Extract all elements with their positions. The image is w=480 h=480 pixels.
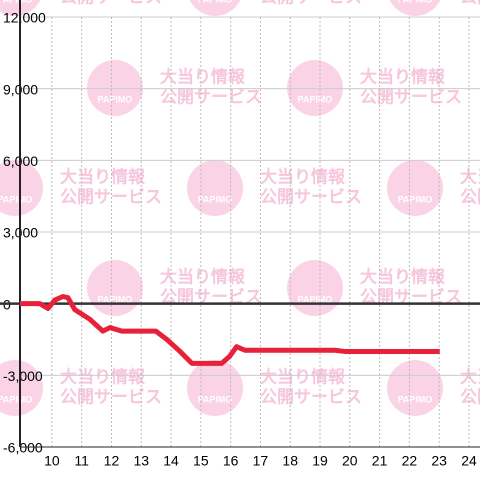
watermark-logo <box>0 360 43 416</box>
watermark-text: 大当り情報 <box>60 366 146 386</box>
x-tick-label: 11 <box>74 453 89 469</box>
watermark-logo-text: PAPIMO <box>198 0 233 4</box>
x-tick-label: 15 <box>193 453 209 469</box>
watermark-logo-text: PAPIMO <box>98 294 133 304</box>
watermark-text: 公開サービス <box>160 87 262 106</box>
watermark-logo <box>287 60 343 116</box>
x-tick-label: 23 <box>431 453 447 469</box>
watermark-text: 公開サービス <box>460 187 480 206</box>
watermark-logo-text: PAPIMO <box>398 0 433 4</box>
watermark-text: 公開サービス <box>60 187 162 206</box>
watermark-logo-text: PAPIMO <box>198 194 233 204</box>
watermark-text: 公開サービス <box>260 187 362 206</box>
x-tick-label: 24 <box>461 453 477 469</box>
watermark-text: 大当り情報 <box>360 66 446 86</box>
watermark-text: 大当り情報 <box>160 266 246 286</box>
watermark-logo-text: PAPIMO <box>0 194 32 204</box>
x-tick-label: 19 <box>312 453 328 469</box>
watermark-logo <box>187 360 243 416</box>
watermark-logo <box>287 260 343 316</box>
watermark-text: 公開サービス <box>360 287 462 306</box>
watermark-text: 公開サービス <box>260 387 362 406</box>
x-tick-label: 17 <box>253 453 269 469</box>
data-line <box>20 294 440 366</box>
watermark-logo-text: PAPIMO <box>298 294 333 304</box>
y-tick-label: 12,000 <box>3 10 46 26</box>
watermark-text: 公開サービス <box>460 0 480 6</box>
watermark-text: 大当り情報 <box>260 366 346 386</box>
x-tick-label: 21 <box>372 453 388 469</box>
x-tick-label: 12 <box>104 453 120 469</box>
y-tick-label: -6,000 <box>3 440 43 456</box>
watermark-text: 大当り情報 <box>260 166 346 186</box>
watermark-logo <box>387 160 443 216</box>
watermark-logo-text: PAPIMO <box>98 94 133 104</box>
x-tick-label: 20 <box>342 453 358 469</box>
watermark-logo-text: PAPIMO <box>298 94 333 104</box>
watermark-text: 公開サービス <box>460 387 480 406</box>
watermark-logo <box>0 160 43 216</box>
x-tick-label: 22 <box>402 453 418 469</box>
x-tick-label: 13 <box>133 453 149 469</box>
watermark-logo <box>389 0 441 16</box>
watermark-text: 大当り情報 <box>360 266 446 286</box>
watermark-text: 公開サービス <box>60 387 162 406</box>
watermark-logo-text: PAPIMO <box>198 394 233 404</box>
watermark-logo <box>187 160 243 216</box>
watermark-logo <box>387 360 443 416</box>
watermark-logo-text: PAPIMO <box>0 0 32 4</box>
watermark-text: 公開サービス <box>160 287 262 306</box>
x-tick-label: 18 <box>282 453 298 469</box>
watermark-text: 大当り情報 <box>60 166 146 186</box>
watermark-logo <box>189 0 241 16</box>
watermark-text: 大当り情報 <box>460 166 480 186</box>
watermark-logo-text: PAPIMO <box>0 394 32 404</box>
watermark-text: 公開サービス <box>60 0 162 6</box>
x-tick-label: 16 <box>223 453 239 469</box>
watermark-logo <box>87 260 143 316</box>
watermark-logo-text: PAPIMO <box>398 394 433 404</box>
watermark-logo <box>87 60 143 116</box>
x-tick-label: 14 <box>163 453 179 469</box>
watermark-text: 大当り情報 <box>460 366 480 386</box>
watermark-text: 公開サービス <box>360 87 462 106</box>
watermark-text: 公開サービス <box>260 0 362 6</box>
watermark-text: 大当り情報 <box>160 66 246 86</box>
x-tick-label: 10 <box>44 453 60 469</box>
watermark-logo-text: PAPIMO <box>398 194 433 204</box>
y-tick-label: -3,000 <box>3 368 43 384</box>
